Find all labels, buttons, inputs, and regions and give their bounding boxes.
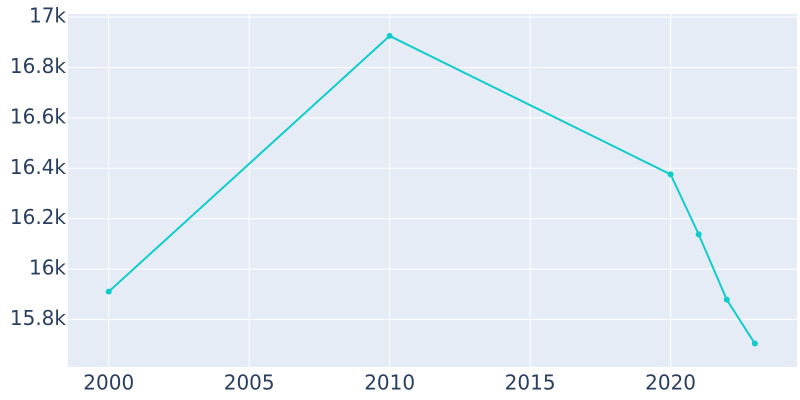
x-tick-label: 2010 bbox=[364, 371, 415, 395]
x-tick-label: 2015 bbox=[505, 371, 556, 395]
y-tick-label: 16k bbox=[29, 256, 66, 280]
point bbox=[667, 171, 674, 178]
y-tick-label: 16.8k bbox=[10, 54, 67, 78]
plot-area bbox=[68, 14, 797, 367]
y-tick-label: 16.2k bbox=[10, 205, 67, 229]
y-tick-label: 16.4k bbox=[10, 155, 67, 179]
x-tick-label: 2020 bbox=[645, 371, 696, 395]
x-tick-label: 2005 bbox=[224, 371, 275, 395]
line bbox=[108, 34, 756, 345]
y-tick-label: 15.8k bbox=[10, 306, 67, 330]
point bbox=[105, 288, 112, 295]
y-tick-label: 17k bbox=[29, 4, 66, 28]
point bbox=[723, 296, 730, 303]
point bbox=[695, 231, 702, 238]
point bbox=[386, 32, 393, 39]
y-tick-label: 16.6k bbox=[10, 104, 67, 128]
point bbox=[751, 340, 758, 347]
x-tick-label: 2000 bbox=[83, 371, 134, 395]
